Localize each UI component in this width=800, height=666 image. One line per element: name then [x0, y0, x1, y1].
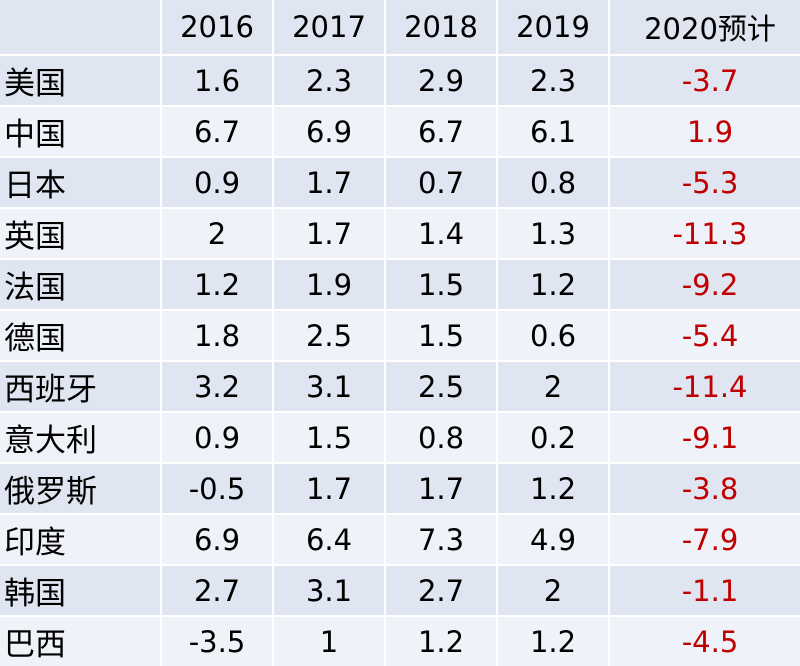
forecast-value-cell: -5.3	[610, 158, 800, 207]
forecast-value-cell: -3.8	[610, 464, 800, 513]
column-header-2020-forecast: 2020预计	[610, 0, 800, 54]
row-country-label: 中国	[0, 107, 160, 156]
value-cell: 1.7	[274, 464, 384, 513]
forecast-value-cell: -11.3	[610, 209, 800, 258]
forecast-value-cell: -9.2	[610, 260, 800, 309]
value-cell: 2.7	[386, 566, 496, 615]
row-country-label: 英国	[0, 209, 160, 258]
forecast-value-cell: -5.4	[610, 311, 800, 360]
value-cell: 1.5	[274, 413, 384, 462]
value-cell: 2.9	[386, 56, 496, 105]
value-cell: 2.7	[162, 566, 272, 615]
forecast-value-cell: -3.7	[610, 56, 800, 105]
value-cell: 6.7	[162, 107, 272, 156]
forecast-value-cell: -9.1	[610, 413, 800, 462]
column-header-2019: 2019	[498, 0, 608, 54]
column-header-2016: 2016	[162, 0, 272, 54]
value-cell: 2.5	[274, 311, 384, 360]
column-header-2018: 2018	[386, 0, 496, 54]
value-cell: 1.2	[162, 260, 272, 309]
value-cell: 6.9	[274, 107, 384, 156]
value-cell: 1.3	[498, 209, 608, 258]
value-cell: 6.9	[162, 515, 272, 564]
value-cell: 2	[498, 362, 608, 411]
value-cell: 1.7	[274, 158, 384, 207]
value-cell: 1.2	[498, 464, 608, 513]
value-cell: 1.7	[386, 464, 496, 513]
value-cell: -3.5	[162, 617, 272, 666]
row-country-label: 印度	[0, 515, 160, 564]
row-country-label: 日本	[0, 158, 160, 207]
forecast-value-cell: -4.5	[610, 617, 800, 666]
value-cell: 2.3	[498, 56, 608, 105]
value-cell: 1.2	[498, 260, 608, 309]
value-cell: -0.5	[162, 464, 272, 513]
row-country-label: 意大利	[0, 413, 160, 462]
value-cell: 6.4	[274, 515, 384, 564]
value-cell: 0.8	[498, 158, 608, 207]
value-cell: 1.2	[386, 617, 496, 666]
value-cell: 0.8	[386, 413, 496, 462]
value-cell: 0.2	[498, 413, 608, 462]
value-cell: 2.5	[386, 362, 496, 411]
value-cell: 1.5	[386, 260, 496, 309]
value-cell: 0.6	[498, 311, 608, 360]
value-cell: 0.9	[162, 158, 272, 207]
value-cell: 2	[162, 209, 272, 258]
value-cell: 3.2	[162, 362, 272, 411]
value-cell: 1.4	[386, 209, 496, 258]
value-cell: 0.9	[162, 413, 272, 462]
value-cell: 3.1	[274, 566, 384, 615]
value-cell: 6.1	[498, 107, 608, 156]
value-cell: 2.3	[274, 56, 384, 105]
value-cell: 4.9	[498, 515, 608, 564]
forecast-value-cell: -7.9	[610, 515, 800, 564]
row-country-label: 巴西	[0, 617, 160, 666]
value-cell: 1.8	[162, 311, 272, 360]
value-cell: 2	[498, 566, 608, 615]
value-cell: 7.3	[386, 515, 496, 564]
column-header-2017: 2017	[274, 0, 384, 54]
value-cell: 1.5	[386, 311, 496, 360]
value-cell: 0.7	[386, 158, 496, 207]
row-country-label: 俄罗斯	[0, 464, 160, 513]
row-country-label: 美国	[0, 56, 160, 105]
value-cell: 1.6	[162, 56, 272, 105]
value-cell: 3.1	[274, 362, 384, 411]
header-corner-cell	[0, 0, 160, 54]
value-cell: 1	[274, 617, 384, 666]
value-cell: 1.7	[274, 209, 384, 258]
value-cell: 1.9	[274, 260, 384, 309]
row-country-label: 韩国	[0, 566, 160, 615]
forecast-value-cell: -11.4	[610, 362, 800, 411]
row-country-label: 法国	[0, 260, 160, 309]
forecast-value-cell: 1.9	[610, 107, 800, 156]
row-country-label: 德国	[0, 311, 160, 360]
value-cell: 6.7	[386, 107, 496, 156]
value-cell: 1.2	[498, 617, 608, 666]
forecast-value-cell: -1.1	[610, 566, 800, 615]
row-country-label: 西班牙	[0, 362, 160, 411]
